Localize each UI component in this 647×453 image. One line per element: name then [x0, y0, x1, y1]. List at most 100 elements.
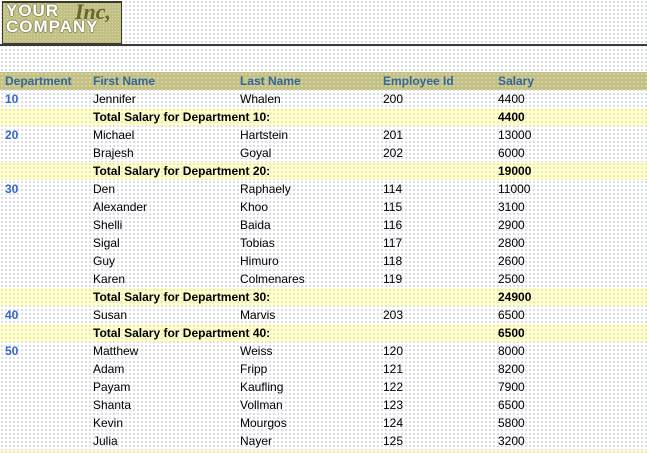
salary-cell: 13000: [498, 128, 532, 142]
total-label: Total Salary for Department 20:: [93, 164, 271, 178]
table-row: 10 Jennifer Whalen 200 4400: [0, 90, 647, 108]
total-row: [0, 450, 647, 453]
total-label: Total Salary for Department 10:: [93, 110, 271, 124]
table-row: 20 Michael Hartstein 201 13000: [0, 126, 647, 144]
table-row: Kevin Mourgos 124 5800: [0, 414, 647, 432]
last-name-cell: Khoo: [240, 200, 269, 214]
total-row: Total Salary for Department 10: 4400: [0, 108, 647, 126]
col-salary: Salary: [498, 74, 535, 88]
table-row: Shelli Baida 116 2900: [0, 216, 647, 234]
table-row: Guy Himuro 118 2600: [0, 252, 647, 270]
first-name-cell: Julia: [93, 434, 118, 448]
salary-cell: 6500: [498, 398, 525, 412]
employee-id-cell: 115: [383, 200, 403, 214]
first-name-cell: Brajesh: [93, 146, 134, 160]
table-row: Shanta Vollman 123 6500: [0, 396, 647, 414]
salary-cell: 2500: [498, 272, 525, 286]
last-name-cell: Mourgos: [240, 416, 287, 430]
employee-id-cell: 120: [383, 344, 404, 358]
last-name-cell: Weiss: [240, 344, 273, 358]
table-row: 30 Den Raphaely 114 11000: [0, 180, 647, 198]
report-rows: 10 Jennifer Whalen 200 4400 Total Salary for …: [0, 90, 647, 453]
salary-cell: 4400: [498, 92, 525, 106]
employee-id-cell: 118: [383, 254, 403, 268]
company-logo: YOUR COMPANY Inc,: [2, 0, 122, 44]
first-name-cell: Alexander: [93, 200, 148, 214]
salary-cell: 8200: [498, 362, 525, 376]
col-employee-id: Employee Id: [383, 74, 454, 88]
employee-id-cell: 123: [383, 398, 404, 412]
first-name-cell: Sigal: [93, 236, 120, 250]
header-divider-line: [0, 44, 647, 46]
table-row: Alexander Khoo 115 3100: [0, 198, 647, 216]
logo-text-your: YOUR: [6, 1, 60, 20]
last-name-cell: Fripp: [240, 362, 268, 376]
col-department: Department: [5, 74, 72, 88]
total-value: 24900: [498, 290, 532, 304]
total-row: Total Salary for Department 30: 24900: [0, 288, 647, 306]
first-name-cell: Michael: [93, 128, 135, 142]
department-cell: 40: [5, 308, 19, 322]
col-first-name: First Name: [93, 74, 156, 88]
salary-cell: 8000: [498, 344, 525, 358]
first-name-cell: Susan: [93, 308, 128, 322]
last-name-cell: Hartstein: [240, 128, 289, 142]
table-row: Sigal Tobias 117 2800: [0, 234, 647, 252]
total-label: Total Salary for Department 30:: [93, 290, 271, 304]
first-name-cell: Karen: [93, 272, 126, 286]
report-table: Department First Name Last Name Employee Id…: [0, 72, 647, 453]
department-cell: 30: [5, 182, 19, 196]
table-header-row: Department First Name Last Name Employee Id…: [0, 72, 647, 90]
employee-id-cell: 201: [383, 128, 404, 142]
first-name-cell: Kevin: [93, 416, 124, 430]
first-name-cell: Payam: [93, 380, 131, 394]
total-value: 4400: [498, 110, 525, 124]
salary-cell: 2800: [498, 236, 525, 250]
employee-id-cell: 121: [383, 362, 404, 376]
table-row: 50 Matthew Weiss 120 8000: [0, 342, 647, 360]
first-name-cell: Shelli: [93, 218, 123, 232]
table-row: Karen Colmenares 119 2500: [0, 270, 647, 288]
salary-cell: 7900: [498, 380, 525, 394]
table-row: Brajesh Goyal 202 6000: [0, 144, 647, 162]
department-cell: 20: [5, 128, 19, 142]
total-label: Total Salary for Department 40:: [93, 326, 271, 340]
employee-id-cell: 119: [383, 272, 403, 286]
employee-id-cell: 202: [383, 146, 404, 160]
department-cell: 10: [5, 92, 19, 106]
first-name-cell: Adam: [93, 362, 125, 376]
first-name-cell: Den: [93, 182, 116, 196]
total-value: 19000: [498, 164, 532, 178]
last-name-cell: Baida: [240, 218, 271, 232]
last-name-cell: Marvis: [240, 308, 276, 322]
last-name-cell: Vollman: [240, 398, 283, 412]
salary-cell: 2900: [498, 218, 525, 232]
last-name-cell: Kaufling: [240, 380, 284, 394]
last-name-cell: Whalen: [240, 92, 281, 106]
salary-cell: 6500: [498, 308, 525, 322]
salary-cell: 3200: [498, 434, 525, 448]
last-name-cell: Raphaely: [240, 182, 291, 196]
total-row: Total Salary for Department 20: 19000: [0, 162, 647, 180]
employee-id-cell: 122: [383, 380, 404, 394]
table-row: Payam Kaufling 122 7900: [0, 378, 647, 396]
table-row: Adam Fripp 121 8200: [0, 360, 647, 378]
employee-id-cell: 114: [383, 182, 403, 196]
employee-id-cell: 200: [383, 92, 404, 106]
employee-id-cell: 116: [383, 218, 403, 232]
salary-cell: 5800: [498, 416, 525, 430]
department-cell: 50: [5, 344, 19, 358]
first-name-cell: Matthew: [93, 344, 139, 358]
table-row: Julia Nayer 125 3200: [0, 432, 647, 450]
first-name-cell: Shanta: [93, 398, 132, 412]
employee-id-cell: 124: [383, 416, 404, 430]
first-name-cell: Guy: [93, 254, 116, 268]
last-name-cell: Goyal: [240, 146, 272, 160]
table-row: 40 Susan Marvis 203 6500: [0, 306, 647, 324]
employee-id-cell: 125: [383, 434, 404, 448]
last-name-cell: Tobias: [240, 236, 275, 250]
last-name-cell: Colmenares: [240, 272, 305, 286]
logo-text-company: COMPANY: [6, 17, 99, 36]
total-row: Total Salary for Department 40: 6500: [0, 324, 647, 342]
